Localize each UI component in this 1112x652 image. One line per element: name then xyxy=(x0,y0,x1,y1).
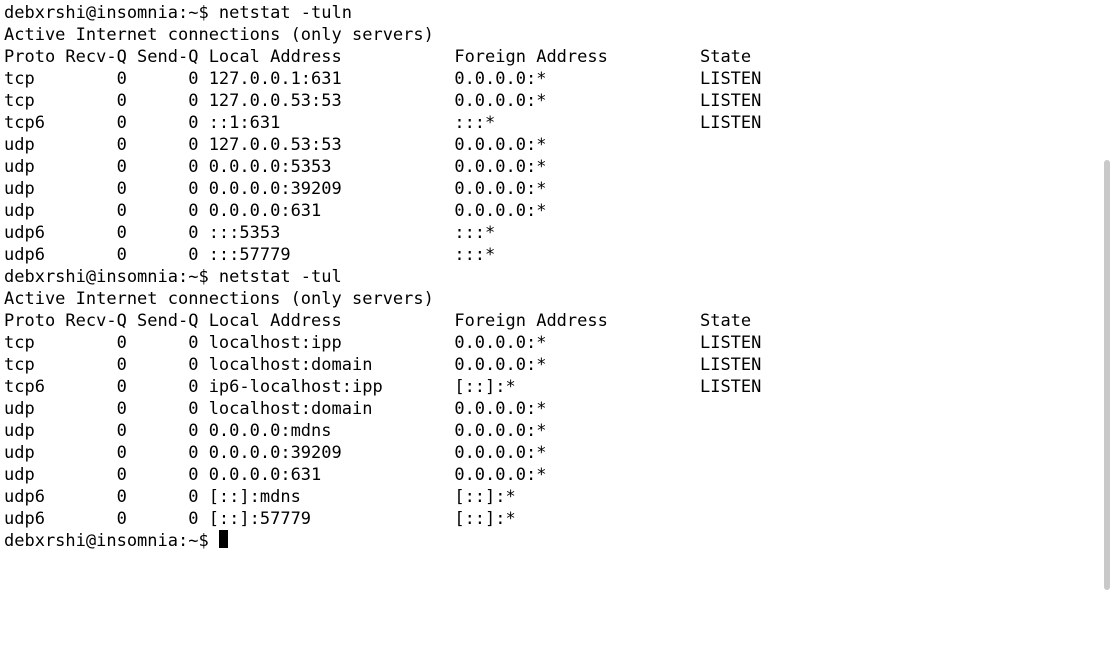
scrollbar-thumb[interactable] xyxy=(1104,160,1110,590)
prompt-line[interactable]: debxrshi@insomnia:~$ xyxy=(4,531,219,551)
cursor-block xyxy=(219,530,228,548)
terminal-output[interactable]: debxrshi@insomnia:~$ netstat -tuln Activ… xyxy=(4,2,1108,552)
